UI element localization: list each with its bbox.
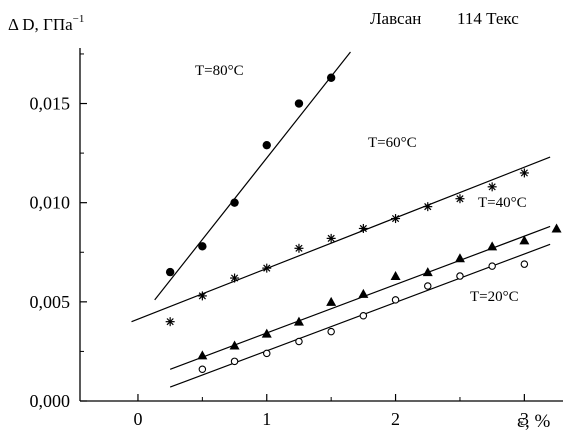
x-axis-label: ε, % bbox=[517, 411, 550, 432]
data-point bbox=[424, 282, 432, 290]
data-point bbox=[359, 311, 368, 320]
data-point bbox=[455, 194, 465, 204]
data-point bbox=[197, 350, 208, 360]
data-point bbox=[423, 202, 433, 212]
x-tick-label: 1 bbox=[262, 409, 271, 429]
data-point bbox=[230, 273, 240, 283]
y-axis-label: Δ D, ГПа−1 bbox=[8, 13, 84, 34]
data-point bbox=[165, 317, 175, 327]
linear-density-label: 114 Текс bbox=[457, 9, 519, 28]
fit-line bbox=[154, 51, 351, 301]
data-point bbox=[229, 340, 240, 350]
data-point bbox=[326, 233, 336, 243]
data-point bbox=[519, 235, 530, 245]
data-point bbox=[295, 337, 303, 346]
x-ticks: 0 1 2 3 bbox=[133, 394, 529, 429]
data-point bbox=[263, 349, 271, 358]
data-point bbox=[327, 327, 335, 336]
y-tick-label: 0,010 bbox=[30, 193, 71, 213]
data-point bbox=[391, 214, 401, 224]
data-point bbox=[198, 365, 207, 374]
y-tick-label: 0,000 bbox=[30, 391, 71, 411]
annotation-t40: T=40°C bbox=[478, 195, 527, 211]
annotation-t60: T=60°C bbox=[368, 135, 417, 151]
x-tick-label: 0 bbox=[133, 409, 142, 429]
y-tick-label: 0,015 bbox=[30, 94, 71, 114]
data-point bbox=[230, 198, 239, 207]
markers bbox=[165, 73, 562, 374]
data-point bbox=[198, 242, 207, 251]
data-point bbox=[358, 288, 369, 298]
data-point bbox=[520, 260, 529, 268]
data-point bbox=[230, 357, 239, 366]
data-point bbox=[454, 253, 465, 263]
data-point bbox=[165, 267, 175, 277]
data-point bbox=[422, 267, 433, 277]
data-point bbox=[391, 296, 400, 304]
data-point bbox=[294, 243, 304, 253]
data-point bbox=[326, 73, 336, 82]
fit-lines bbox=[131, 51, 551, 388]
data-point bbox=[487, 182, 497, 192]
data-point bbox=[261, 328, 272, 338]
data-point bbox=[519, 168, 529, 178]
data-point bbox=[358, 223, 368, 233]
data-point bbox=[294, 99, 304, 108]
data-point bbox=[293, 316, 304, 326]
data-point bbox=[390, 271, 401, 281]
data-point bbox=[487, 241, 498, 251]
data-point bbox=[488, 262, 496, 270]
data-point bbox=[197, 291, 207, 301]
data-point bbox=[551, 223, 562, 233]
data-point bbox=[262, 140, 271, 150]
data-point bbox=[326, 296, 337, 306]
y-ticks: 0,000 0,005 0,010 0,015 bbox=[30, 53, 87, 411]
y-tick-label: 0,005 bbox=[30, 292, 71, 312]
x-tick-label: 2 bbox=[391, 409, 400, 429]
data-point bbox=[262, 263, 272, 273]
x-tick-label: 3 bbox=[520, 409, 529, 429]
axes bbox=[79, 48, 563, 402]
data-point bbox=[456, 272, 464, 280]
annotation-t80: T=80°C bbox=[195, 63, 244, 79]
material-label: Лавсан bbox=[370, 9, 421, 28]
annotation-t20: T=20°C bbox=[470, 289, 519, 305]
